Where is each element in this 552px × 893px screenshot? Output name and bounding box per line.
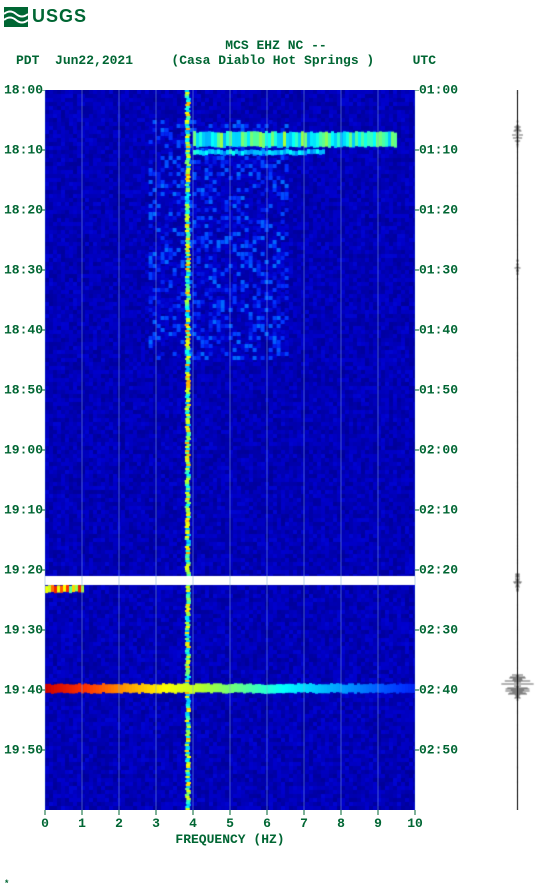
spectrogram-canvas [45, 90, 415, 810]
usgs-wave-icon [4, 7, 28, 27]
ytick-right: 01:10 [419, 143, 458, 158]
header-left: PDT Jun22,2021 [10, 53, 133, 68]
ytick-left: 18:50 [4, 383, 43, 398]
ytick-left: 19:30 [4, 623, 43, 638]
usgs-logo: USGS [4, 6, 87, 27]
xtick: 0 [41, 816, 49, 831]
header-station: (Casa Diablo Hot Springs ) [133, 53, 413, 68]
left-tz: PDT [16, 53, 39, 68]
header-date: Jun22,2021 [55, 53, 133, 68]
y-axis-left: 18:0018:1018:2018:3018:4018:5019:0019:10… [0, 90, 45, 810]
chart-header: MCS EHZ NC -- PDT Jun22,2021 (Casa Diabl… [0, 38, 552, 68]
ytick-right: 01:40 [419, 323, 458, 338]
ytick-right: 02:00 [419, 443, 458, 458]
ytick-right: 01:30 [419, 263, 458, 278]
ytick-left: 18:40 [4, 323, 43, 338]
ytick-right: 02:30 [419, 623, 458, 638]
ytick-left: 19:40 [4, 683, 43, 698]
ytick-left: 19:20 [4, 563, 43, 578]
chart-title: MCS EHZ NC -- [0, 38, 552, 53]
ytick-left: 19:00 [4, 443, 43, 458]
spectrogram-plot [45, 90, 415, 810]
xtick: 2 [115, 816, 123, 831]
ytick-right: 01:00 [419, 83, 458, 98]
xtick: 1 [78, 816, 86, 831]
xtick: 5 [226, 816, 234, 831]
xtick: 8 [337, 816, 345, 831]
xtick: 4 [189, 816, 197, 831]
ytick-left: 19:50 [4, 743, 43, 758]
waveform-canvas [490, 90, 545, 810]
ytick-right: 02:40 [419, 683, 458, 698]
ytick-right: 02:10 [419, 503, 458, 518]
xtick: 7 [300, 816, 308, 831]
x-axis: FREQUENCY (HZ) 012345678910 [45, 810, 415, 860]
waveform-panel [490, 90, 545, 810]
footer-mark: * [4, 879, 9, 889]
ytick-right: 01:20 [419, 203, 458, 218]
ytick-left: 18:20 [4, 203, 43, 218]
right-tz: UTC [413, 53, 542, 68]
xtick: 9 [374, 816, 382, 831]
usgs-logo-text: USGS [32, 6, 87, 27]
xtick: 6 [263, 816, 271, 831]
xtick: 3 [152, 816, 160, 831]
ytick-right: 02:20 [419, 563, 458, 578]
ytick-left: 18:30 [4, 263, 43, 278]
ytick-left: 18:00 [4, 83, 43, 98]
ytick-right: 02:50 [419, 743, 458, 758]
ytick-right: 01:50 [419, 383, 458, 398]
xtick: 10 [407, 816, 423, 831]
y-axis-right: 01:0001:1001:2001:3001:4001:5002:0002:10… [415, 90, 465, 810]
ytick-left: 19:10 [4, 503, 43, 518]
x-axis-label: FREQUENCY (HZ) [45, 832, 415, 847]
ytick-left: 18:10 [4, 143, 43, 158]
